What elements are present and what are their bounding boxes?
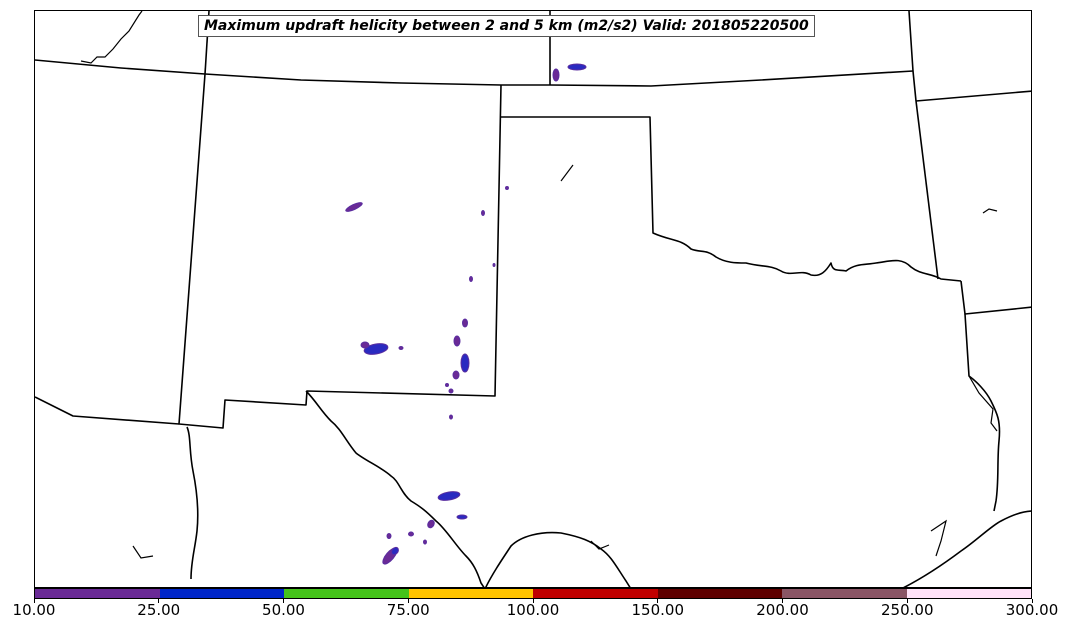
colorbar-tick-label: 200.00 bbox=[756, 601, 809, 619]
helicity-cell bbox=[449, 414, 453, 420]
helicity-cell bbox=[437, 491, 461, 501]
helicity-cell bbox=[452, 370, 460, 380]
helicity-cell bbox=[398, 346, 404, 350]
helicity-cell bbox=[423, 539, 427, 545]
boundary-oklahoma bbox=[500, 116, 962, 282]
coastline-texas-lower bbox=[930, 519, 947, 557]
colorbar-segment bbox=[159, 589, 284, 598]
colorbar-tick-label: 150.00 bbox=[631, 601, 685, 619]
colorbar bbox=[34, 588, 1032, 599]
map-canvas bbox=[35, 11, 1031, 587]
colorbar-tick bbox=[1031, 599, 1033, 603]
helicity-cell bbox=[427, 519, 435, 529]
helicity-cell bbox=[505, 186, 509, 190]
coastline-gulf-east bbox=[903, 510, 1031, 587]
colorbar-tick bbox=[532, 599, 534, 603]
coastline-bay-rio bbox=[590, 540, 610, 550]
colorbar-tick-label: 25.00 bbox=[137, 601, 181, 619]
colorbar-tick-label: 250.00 bbox=[881, 601, 934, 619]
helicity-cell bbox=[469, 276, 473, 282]
helicity-cell bbox=[453, 335, 461, 347]
colorbar-tick-label: 100.00 bbox=[506, 601, 560, 619]
boundary-mexico bbox=[186, 426, 199, 580]
colorbar-segment bbox=[533, 589, 658, 598]
map-frame bbox=[34, 10, 1032, 588]
colorbar-tick-label: 10.00 bbox=[12, 601, 56, 619]
lake-arkansas bbox=[982, 208, 998, 214]
colorbar-segment bbox=[657, 589, 782, 598]
helicity-cell bbox=[408, 531, 414, 537]
helicity-cell bbox=[552, 68, 560, 82]
boundary-texas-rio-grande bbox=[305, 390, 485, 587]
helicity-cell bbox=[456, 514, 468, 520]
helicity-cell bbox=[462, 318, 468, 328]
state-boundaries bbox=[35, 11, 1031, 587]
helicity-cell bbox=[567, 63, 587, 71]
boundary-new-mexico bbox=[178, 73, 502, 429]
helicity-cell bbox=[345, 202, 363, 212]
colorbar-tick-label: 75.00 bbox=[386, 601, 430, 619]
boundary-louisiana bbox=[960, 280, 1031, 315]
coastline-pacific bbox=[80, 11, 143, 64]
colorbar-tick bbox=[906, 599, 908, 603]
helicity-cell bbox=[391, 546, 399, 556]
colorbar-segment bbox=[35, 589, 160, 598]
boundary-missouri-west bbox=[908, 11, 917, 102]
helicity-cell bbox=[363, 343, 389, 355]
colorbar-segment bbox=[284, 589, 409, 598]
boundary-texas-gulf bbox=[485, 531, 631, 587]
colorbar-tick-label: 50.00 bbox=[262, 601, 305, 619]
helicity-cell bbox=[445, 383, 449, 387]
colorbar-tick bbox=[158, 599, 160, 603]
colorbar-segment bbox=[906, 589, 1031, 598]
boundary-arizona-south bbox=[35, 396, 180, 425]
colorbar-tick bbox=[283, 599, 284, 603]
colorbar-tick bbox=[407, 599, 409, 603]
colorbar-tick bbox=[657, 599, 659, 603]
helicity-cell bbox=[492, 263, 496, 267]
boundary-north bbox=[35, 59, 914, 87]
helicity-cell bbox=[481, 210, 485, 216]
map-title: Maximum updraft helicity between 2 and 5… bbox=[198, 15, 815, 37]
lake-oklahoma bbox=[560, 164, 574, 182]
coastline-texas-bays bbox=[968, 375, 998, 432]
colorbar-tick bbox=[782, 599, 783, 603]
lake-baja bbox=[132, 545, 154, 559]
coastline-features bbox=[80, 11, 998, 559]
boundary-arkansas-west bbox=[915, 100, 939, 280]
colorbar-tick-label: 300.00 bbox=[1005, 601, 1059, 619]
helicity-cell bbox=[360, 341, 370, 349]
boundary-arkansas-north bbox=[915, 90, 1031, 102]
helicity-cells bbox=[345, 63, 587, 565]
boundary-texas-east bbox=[964, 313, 1001, 512]
helicity-cell bbox=[386, 533, 392, 539]
colorbar-tick bbox=[33, 599, 35, 603]
colorbar-segment bbox=[782, 589, 907, 598]
helicity-cell bbox=[460, 353, 470, 373]
colorbar-segment bbox=[408, 589, 533, 598]
helicity-cell bbox=[448, 388, 454, 394]
